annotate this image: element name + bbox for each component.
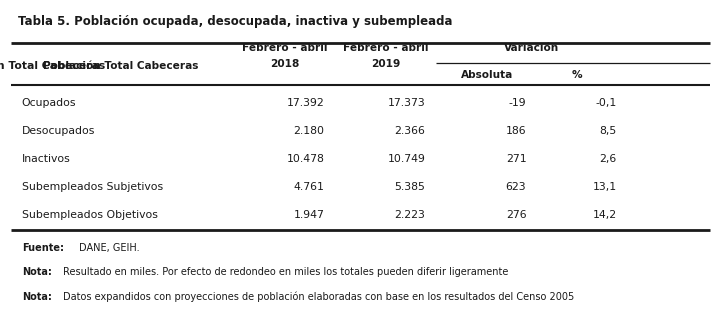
Text: Febrero - abril: Febrero - abril xyxy=(343,43,428,52)
Text: 8,5: 8,5 xyxy=(599,126,616,136)
Text: 14,2: 14,2 xyxy=(593,210,616,220)
Text: DANE, GEIH.: DANE, GEIH. xyxy=(79,243,139,253)
Text: Nota:: Nota: xyxy=(22,267,51,277)
Text: Febrero - abril: Febrero - abril xyxy=(242,43,327,52)
Text: 2,6: 2,6 xyxy=(599,154,616,164)
Text: 4.761: 4.761 xyxy=(293,182,324,192)
Text: Variación: Variación xyxy=(504,43,559,52)
Text: Desocupados: Desocupados xyxy=(22,126,95,136)
Text: 2018: 2018 xyxy=(270,59,299,69)
Text: 2.180: 2.180 xyxy=(293,126,324,136)
Text: Inactivos: Inactivos xyxy=(22,154,71,164)
Text: Población Total Cabeceras: Población Total Cabeceras xyxy=(43,61,198,71)
Text: %: % xyxy=(572,71,582,80)
Text: 10.478: 10.478 xyxy=(286,154,324,164)
Text: Población Total Cabeceras: Población Total Cabeceras xyxy=(0,61,105,71)
Text: Datos expandidos con proyecciones de población elaboradas con base en los result: Datos expandidos con proyecciones de pob… xyxy=(63,292,575,302)
Text: Subempleados Objetivos: Subempleados Objetivos xyxy=(22,210,157,220)
Text: Ocupados: Ocupados xyxy=(22,98,76,108)
Text: 5.385: 5.385 xyxy=(394,182,425,192)
Text: 2019: 2019 xyxy=(371,59,400,69)
Text: Subempleados Subjetivos: Subempleados Subjetivos xyxy=(22,182,163,192)
Text: 10.749: 10.749 xyxy=(387,154,425,164)
Text: 1.947: 1.947 xyxy=(293,210,324,220)
Text: 623: 623 xyxy=(505,182,526,192)
Text: 271: 271 xyxy=(505,154,526,164)
Text: Resultado en miles. Por efecto de redondeo en miles los totales pueden diferir l: Resultado en miles. Por efecto de redond… xyxy=(63,267,508,277)
Text: Nota:: Nota: xyxy=(22,292,51,302)
Text: 2.223: 2.223 xyxy=(394,210,425,220)
Text: 17.373: 17.373 xyxy=(388,98,425,108)
Text: 13,1: 13,1 xyxy=(593,182,616,192)
Text: 186: 186 xyxy=(505,126,526,136)
Text: Absoluta: Absoluta xyxy=(461,71,513,80)
Text: Fuente:: Fuente: xyxy=(22,243,63,253)
Text: -0,1: -0,1 xyxy=(596,98,616,108)
Text: 2.366: 2.366 xyxy=(394,126,425,136)
Text: -19: -19 xyxy=(509,98,526,108)
Text: 17.392: 17.392 xyxy=(287,98,324,108)
Text: Tabla 5. Población ocupada, desocupada, inactiva y subempleada: Tabla 5. Población ocupada, desocupada, … xyxy=(18,15,453,28)
Text: 276: 276 xyxy=(505,210,526,220)
